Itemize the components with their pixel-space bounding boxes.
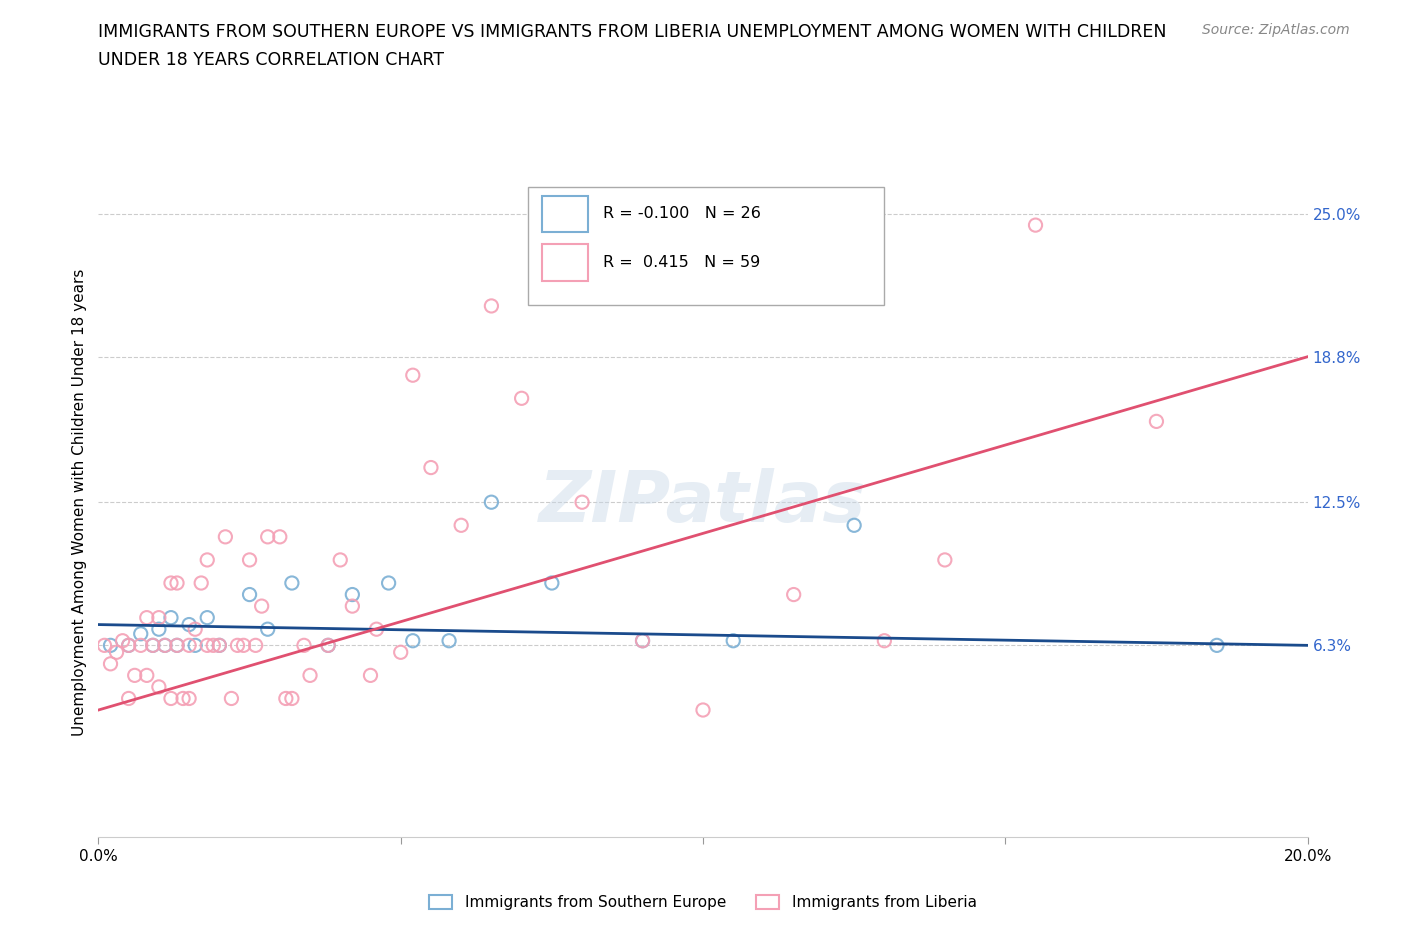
Point <box>281 691 304 706</box>
Point <box>208 638 231 653</box>
Point <box>316 638 339 653</box>
Point <box>360 668 382 683</box>
Point <box>540 576 562 591</box>
Point <box>195 610 218 625</box>
Point <box>631 633 654 648</box>
Point <box>135 610 157 625</box>
Point <box>118 638 141 653</box>
Point <box>148 622 170 637</box>
Point <box>366 622 388 637</box>
Point <box>118 691 141 706</box>
Point <box>177 638 201 653</box>
Point <box>269 529 291 544</box>
Point <box>160 610 183 625</box>
Point <box>166 638 188 653</box>
Point <box>239 587 262 602</box>
Point <box>172 691 194 706</box>
Point <box>195 638 218 653</box>
Point <box>118 638 141 653</box>
Point <box>148 610 170 625</box>
FancyBboxPatch shape <box>543 195 588 232</box>
Point <box>93 638 115 653</box>
Point <box>214 529 236 544</box>
Point <box>256 622 278 637</box>
Point <box>153 638 176 653</box>
Point <box>873 633 896 648</box>
Text: R =  0.415   N = 59: R = 0.415 N = 59 <box>603 256 759 271</box>
Point <box>202 638 225 653</box>
Point <box>195 552 218 567</box>
Point <box>190 576 212 591</box>
Point <box>111 633 134 648</box>
Point <box>299 668 322 683</box>
Point <box>402 367 425 382</box>
Point <box>1144 414 1167 429</box>
Point <box>316 638 339 653</box>
Point <box>450 518 472 533</box>
Point <box>184 622 207 637</box>
Point <box>389 644 412 659</box>
Point <box>148 680 170 695</box>
Point <box>631 633 654 648</box>
Point <box>250 599 273 614</box>
Point <box>129 638 152 653</box>
Point <box>100 657 122 671</box>
Point <box>135 668 157 683</box>
Point <box>437 633 460 648</box>
Text: IMMIGRANTS FROM SOUTHERN EUROPE VS IMMIGRANTS FROM LIBERIA UNEMPLOYMENT AMONG WO: IMMIGRANTS FROM SOUTHERN EUROPE VS IMMIG… <box>98 23 1167 41</box>
Point <box>239 552 262 567</box>
Point <box>274 691 297 706</box>
Point <box>329 552 352 567</box>
Point <box>256 529 278 544</box>
Point <box>1024 218 1046 232</box>
Text: UNDER 18 YEARS CORRELATION CHART: UNDER 18 YEARS CORRELATION CHART <box>98 51 444 69</box>
Point <box>481 495 503 510</box>
Point <box>129 627 152 642</box>
Point <box>1206 638 1229 653</box>
Point <box>377 576 399 591</box>
Legend: Immigrants from Southern Europe, Immigrants from Liberia: Immigrants from Southern Europe, Immigra… <box>423 889 983 916</box>
Text: Source: ZipAtlas.com: Source: ZipAtlas.com <box>1202 23 1350 37</box>
Point <box>105 644 128 659</box>
Point <box>245 638 267 653</box>
FancyBboxPatch shape <box>527 188 884 305</box>
Point <box>782 587 804 602</box>
Point <box>342 587 364 602</box>
Point <box>844 518 866 533</box>
FancyBboxPatch shape <box>543 245 588 281</box>
Point <box>571 495 593 510</box>
Point <box>177 618 201 632</box>
Point <box>100 638 122 653</box>
Point <box>142 638 165 653</box>
Point <box>402 633 425 648</box>
Point <box>721 633 744 648</box>
Point <box>226 638 249 653</box>
Text: ZIPatlas: ZIPatlas <box>540 468 866 537</box>
Point <box>177 691 201 706</box>
Point <box>142 638 165 653</box>
Point <box>934 552 956 567</box>
Point <box>160 576 183 591</box>
Point <box>160 691 183 706</box>
Point <box>232 638 254 653</box>
Point <box>342 599 364 614</box>
Point <box>281 576 304 591</box>
Point <box>153 638 176 653</box>
Point <box>221 691 243 706</box>
Point <box>692 702 714 717</box>
Point <box>510 391 533 405</box>
Point <box>292 638 315 653</box>
Text: R = -0.100   N = 26: R = -0.100 N = 26 <box>603 206 761 221</box>
Y-axis label: Unemployment Among Women with Children Under 18 years: Unemployment Among Women with Children U… <box>72 269 87 736</box>
Point <box>184 638 207 653</box>
Point <box>166 576 188 591</box>
Point <box>124 668 146 683</box>
Point <box>208 638 231 653</box>
Point <box>166 638 188 653</box>
Point <box>481 299 503 313</box>
Point <box>419 460 441 475</box>
